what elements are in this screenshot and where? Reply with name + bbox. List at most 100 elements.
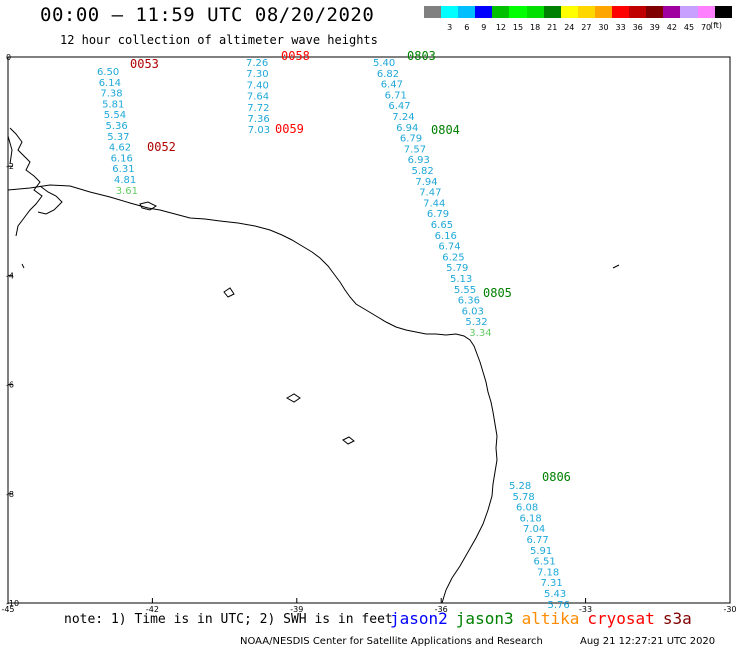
x-tick-label: -42 bbox=[146, 605, 159, 614]
legend-label: 39 bbox=[649, 23, 660, 32]
legend-label: 24 bbox=[564, 23, 575, 32]
note-text: note: 1) Time is in UTC; 2) SWH is in fe… bbox=[64, 612, 393, 627]
legend-item: 12 bbox=[492, 6, 510, 33]
island-penedo bbox=[342, 436, 355, 445]
map-title: 00:00 – 11:59 UTC 08/20/2020 bbox=[40, 4, 375, 26]
wave-height-value: 7.72 bbox=[247, 103, 269, 114]
wave-height-value: 5.91 bbox=[530, 546, 552, 557]
wave-height-value: 7.64 bbox=[247, 92, 269, 103]
y-tick-label: -2 bbox=[6, 162, 14, 171]
wave-height-value: 6.77 bbox=[527, 535, 549, 546]
legend-swatch bbox=[475, 6, 493, 18]
y-tick-label: -10 bbox=[6, 599, 19, 608]
wave-height-value: 6.74 bbox=[438, 242, 460, 253]
satellite-key-s3a: s3a bbox=[662, 609, 692, 628]
legend-label: 30 bbox=[598, 23, 609, 32]
wave-height-value: 5.79 bbox=[446, 263, 468, 274]
wave-height-value: 6.16 bbox=[435, 231, 457, 242]
wave-height-value: 3.61 bbox=[116, 186, 138, 197]
wave-height-value: 6.16 bbox=[111, 153, 133, 164]
wave-height-value: 7.18 bbox=[537, 567, 559, 578]
y-tick-label: 0 bbox=[6, 53, 11, 62]
wave-height-value: 5.82 bbox=[412, 166, 434, 177]
x-tick-label: -39 bbox=[290, 605, 303, 614]
island-west bbox=[21, 263, 25, 269]
pass-time-label: 0806 bbox=[542, 470, 571, 484]
wave-height-value: 6.47 bbox=[388, 101, 410, 112]
wave-height-value: 3.34 bbox=[469, 328, 491, 339]
satellite-key-jason3: jason3 bbox=[455, 609, 514, 628]
legend-label: 27 bbox=[581, 23, 592, 32]
x-tick-label: -30 bbox=[723, 605, 736, 614]
wave-height-value: 7.31 bbox=[541, 578, 563, 589]
wave-height-value: 6.65 bbox=[431, 220, 453, 231]
coastline-amazon-delta bbox=[7, 127, 63, 237]
wave-height-labels: 6.506.147.385.815.545.365.374.626.166.31… bbox=[97, 49, 571, 611]
satellite-key-altika: altika bbox=[521, 609, 580, 628]
wave-height-value: 6.03 bbox=[462, 306, 484, 317]
pass-time-label: 0805 bbox=[483, 286, 512, 300]
wave-height-value: 7.94 bbox=[415, 177, 437, 188]
legend-swatch bbox=[594, 6, 613, 18]
legend-item: 3 bbox=[441, 6, 459, 33]
wave-height-value: 6.79 bbox=[427, 209, 449, 220]
legend-label: 12 bbox=[495, 23, 507, 32]
generated-timestamp: Aug 21 12:27:21 UTC 2020 bbox=[580, 636, 716, 647]
legend-item: 70 bbox=[697, 6, 715, 33]
island-east bbox=[612, 264, 620, 269]
pass-time-label: 0059 bbox=[275, 122, 304, 136]
wave-height-value: 4.81 bbox=[114, 175, 136, 186]
legend-label: 70 bbox=[700, 23, 712, 32]
wave-height-value: 6.36 bbox=[458, 296, 480, 307]
axis-ticks: -45 -42 -39 -36 -33 -30 0 -2 -4 -6 -8 -10 bbox=[1, 53, 736, 614]
color-scale-legend: 3 6 9 12 15 18 21 24 27 30 33 36 39 42 45 70 bbox=[424, 6, 732, 33]
map-subtitle: 12 hour collection of altimeter wave hei… bbox=[60, 33, 378, 47]
wave-height-value: 7.57 bbox=[404, 144, 426, 155]
legend-label: 42 bbox=[666, 23, 677, 32]
wave-height-value: 7.40 bbox=[247, 80, 269, 91]
wave-height-value: 6.51 bbox=[534, 557, 556, 568]
legend-item: 30 bbox=[594, 6, 613, 33]
pass-time-label: 0052 bbox=[147, 140, 176, 154]
legend-swatch bbox=[646, 6, 664, 18]
wave-height-value: 7.04 bbox=[523, 524, 545, 535]
legend-swatch bbox=[441, 6, 459, 18]
wave-height-value: 6.82 bbox=[377, 69, 399, 80]
wave-height-value: 5.81 bbox=[102, 99, 124, 110]
wave-height-value: 5.40 bbox=[373, 58, 395, 69]
wave-height-value: 7.03 bbox=[248, 125, 270, 136]
wave-height-value: 5.13 bbox=[450, 274, 472, 285]
wave-height-value: 5.28 bbox=[509, 481, 531, 492]
legend-label: 6 bbox=[464, 23, 470, 32]
satellite-key-jason2: jason2 bbox=[390, 609, 448, 628]
wave-height-value: 7.47 bbox=[419, 188, 441, 199]
legend-label: 3 bbox=[447, 23, 453, 32]
legend-label: 15 bbox=[512, 23, 524, 32]
wave-height-value: 7.26 bbox=[246, 58, 268, 69]
satellite-key-cryosat: cryosat bbox=[587, 609, 655, 628]
legend-label: 45 bbox=[683, 23, 695, 32]
wave-height-value: 5.76 bbox=[548, 600, 570, 611]
legend-swatch bbox=[697, 6, 715, 18]
wave-height-value: 7.44 bbox=[423, 198, 445, 209]
wave-height-value: 5.37 bbox=[107, 132, 129, 143]
satellite-key: jason2 jason3 altika cryosat s3a bbox=[390, 609, 700, 628]
legend-swatch bbox=[714, 6, 732, 18]
island-noronha bbox=[285, 393, 301, 403]
x-tick-label: -33 bbox=[579, 605, 592, 614]
legend-units: (ft) bbox=[710, 21, 723, 30]
wave-height-value: 5.54 bbox=[104, 110, 126, 121]
legend-item bbox=[714, 6, 732, 33]
x-tick-label: -36 bbox=[435, 605, 448, 614]
pass-time-label: 0053 bbox=[130, 57, 159, 71]
pass-time-label: 0058 bbox=[281, 49, 310, 63]
legend-label: 21 bbox=[547, 23, 558, 32]
legend-swatch bbox=[577, 6, 595, 18]
credit-text: NOAA/NESDIS Center for Satellite Applica… bbox=[240, 636, 543, 647]
wave-height-value: 5.78 bbox=[513, 492, 535, 503]
wave-height-value: 6.79 bbox=[400, 134, 422, 145]
legend-item: 18 bbox=[526, 6, 544, 33]
wave-height-value: 6.18 bbox=[520, 513, 542, 524]
legend-item bbox=[424, 6, 442, 33]
